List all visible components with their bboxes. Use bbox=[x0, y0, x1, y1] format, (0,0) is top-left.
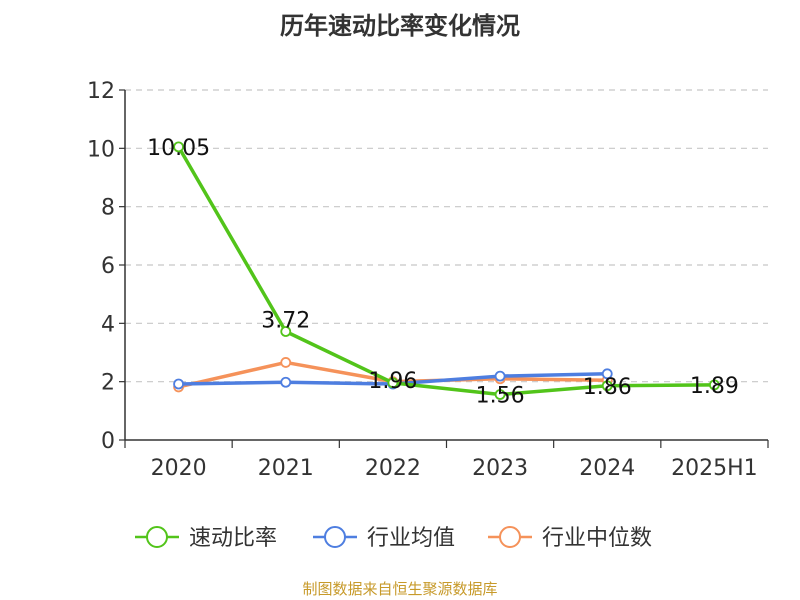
x-tick-label: 2022 bbox=[365, 456, 421, 481]
y-tick-label: 0 bbox=[101, 429, 115, 454]
y-tick-label: 6 bbox=[101, 254, 115, 279]
data-label: 3.72 bbox=[261, 309, 310, 334]
data-label: 1.56 bbox=[476, 384, 525, 409]
y-tick-label: 10 bbox=[87, 137, 115, 162]
y-tick-label: 8 bbox=[101, 196, 115, 221]
x-tick-label: 2025H1 bbox=[671, 456, 758, 481]
legend: 速动比率 行业均值 行业中位数 bbox=[135, 526, 652, 551]
data-point bbox=[280, 357, 292, 368]
x-tick-label: 2021 bbox=[258, 456, 314, 481]
data-label: 1.89 bbox=[690, 374, 739, 399]
y-tick-label: 2 bbox=[101, 371, 115, 396]
legend-label: 速动比率 bbox=[189, 526, 277, 551]
legend-swatch-marker bbox=[324, 526, 346, 548]
legend-swatch-marker bbox=[499, 526, 521, 548]
data-labels: 10.05 3.72 1.96 1.56 1.86 1.89 bbox=[147, 136, 739, 409]
data-label: 1.86 bbox=[583, 375, 632, 400]
data-point bbox=[173, 378, 184, 390]
data-point bbox=[173, 141, 184, 153]
y-tick-label: 4 bbox=[101, 312, 115, 337]
data-point bbox=[709, 379, 720, 391]
grid-lines bbox=[125, 89, 768, 383]
series-line bbox=[177, 145, 715, 397]
data-point bbox=[494, 370, 506, 382]
chart-title: 历年速动比率变化情况 bbox=[280, 12, 520, 40]
legend-label: 行业中位数 bbox=[542, 526, 652, 551]
x-tick-label: 2020 bbox=[151, 456, 207, 481]
data-label: 1.96 bbox=[368, 369, 417, 394]
series-group bbox=[173, 141, 720, 400]
data-point bbox=[387, 377, 399, 389]
data-point bbox=[601, 380, 613, 392]
data-label: 10.05 bbox=[147, 136, 210, 161]
source-note: 制图数据来自恒生聚源数据库 bbox=[302, 580, 498, 598]
legend-label: 行业均值 bbox=[367, 526, 455, 551]
data-point bbox=[280, 376, 292, 388]
axes: 0 2 4 6 8 10 12 2020 2021 2022 2023 2024 2025H1 bbox=[87, 79, 769, 481]
x-tick-label: 2024 bbox=[579, 456, 635, 481]
data-point bbox=[280, 326, 292, 337]
x-tick-label: 2023 bbox=[472, 456, 528, 481]
legend-swatch-marker bbox=[146, 526, 168, 548]
y-tick-label: 12 bbox=[87, 79, 115, 104]
data-point bbox=[494, 389, 506, 400]
data-point bbox=[601, 368, 613, 380]
